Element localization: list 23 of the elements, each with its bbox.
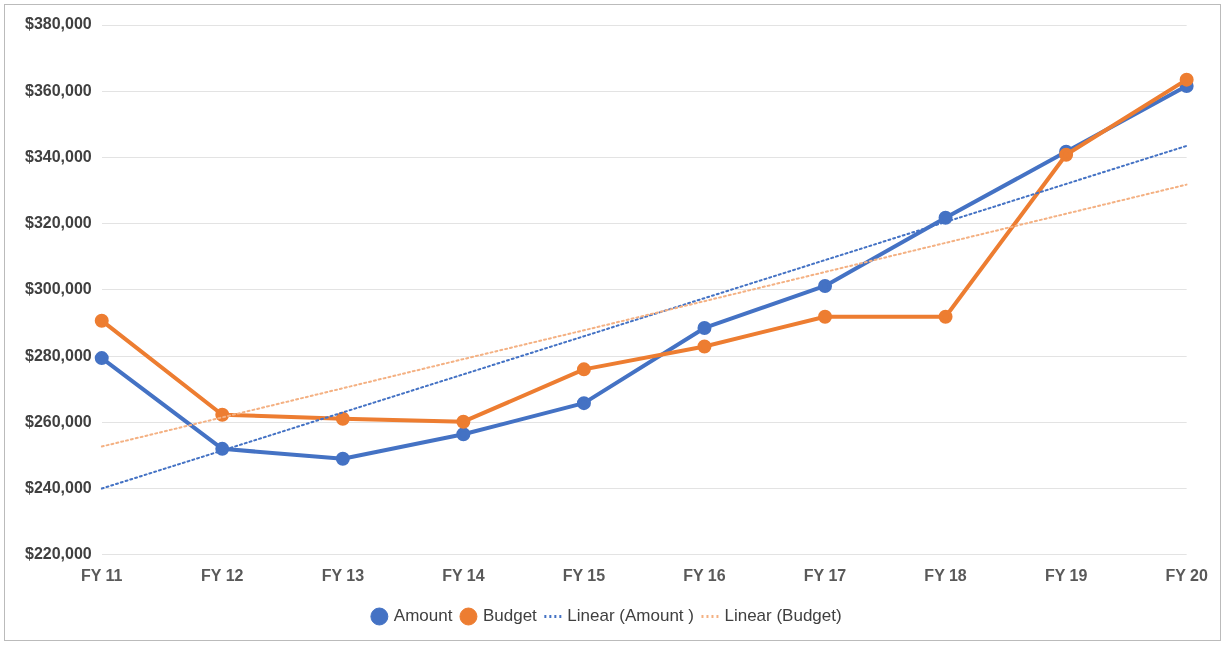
x-tick-label: FY 11 [80,566,123,584]
legend-label: Linear (Budget) [724,606,842,626]
legend-label: Budget [482,606,538,626]
x-tick-label: FY 18 [924,566,967,584]
legend-label: Linear (Amount ) [567,606,694,626]
y-tick-label: $320,000 [25,214,92,232]
y-tick-label: $360,000 [25,81,92,99]
y-tick-label: $300,000 [25,280,92,298]
x-tick-label: FY 15 [562,566,606,584]
x-tick-label: FY 17 [803,566,847,584]
x-tick-label: FY 20 [1165,566,1208,584]
y-tick-label: $380,000 [25,15,92,33]
y-tick-label: $280,000 [25,346,92,364]
x-tick-label: FY 19 [1044,566,1088,584]
x-tick-label: FY 14 [442,566,485,584]
y-tick-label: $260,000 [25,412,92,430]
x-tick-label: FY 16 [683,566,726,584]
y-tick-label: $340,000 [25,147,92,165]
y-tick-label: $220,000 [25,545,92,563]
x-tick-label: FY 12 [201,566,244,584]
legend-label: Amount [393,606,453,626]
x-tick-label: FY 13 [321,566,365,584]
y-tick-label: $240,000 [25,478,92,496]
